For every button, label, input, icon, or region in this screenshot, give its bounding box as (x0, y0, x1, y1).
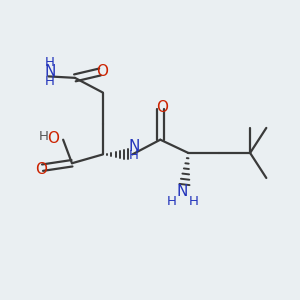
Text: H: H (45, 56, 55, 69)
Text: O: O (96, 64, 108, 80)
Text: N: N (177, 184, 188, 199)
Text: N: N (44, 64, 56, 79)
Text: H: H (129, 149, 139, 162)
Text: H: H (189, 195, 199, 208)
Text: H: H (167, 195, 177, 208)
Text: H: H (45, 75, 55, 88)
Text: O: O (47, 131, 59, 146)
Text: N: N (128, 139, 140, 154)
Text: H: H (39, 130, 49, 143)
Text: O: O (35, 162, 47, 177)
Text: O: O (156, 100, 168, 115)
